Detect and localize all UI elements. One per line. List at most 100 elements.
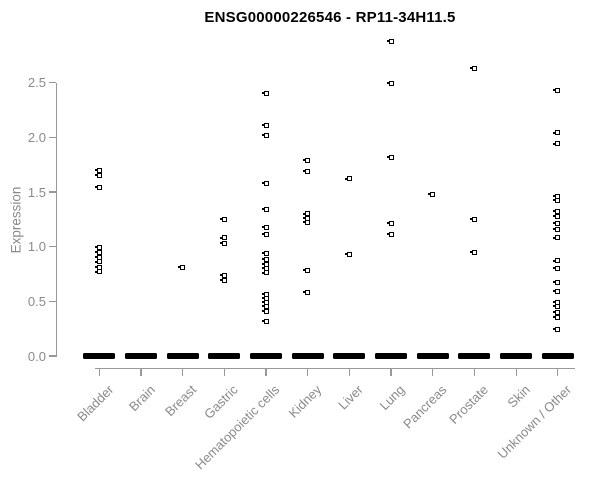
x-axis-tick bbox=[182, 368, 184, 376]
data-point bbox=[303, 168, 311, 174]
zero-value-cluster bbox=[541, 353, 574, 359]
zero-value-cluster bbox=[333, 353, 366, 359]
data-point bbox=[303, 290, 311, 296]
data-point bbox=[261, 308, 269, 314]
data-point bbox=[553, 213, 561, 219]
data-point bbox=[219, 272, 227, 278]
x-axis-tick bbox=[307, 368, 309, 376]
data-point bbox=[553, 87, 561, 93]
x-axis-tick bbox=[348, 368, 351, 376]
data-point bbox=[303, 268, 311, 274]
y-axis-tick bbox=[49, 136, 56, 139]
category-label: Gastric bbox=[201, 382, 241, 422]
category-label: Skin bbox=[504, 382, 533, 411]
data-point bbox=[303, 157, 311, 163]
data-point bbox=[469, 249, 477, 255]
x-axis-line bbox=[95, 368, 575, 370]
data-point bbox=[261, 250, 269, 256]
data-point bbox=[261, 122, 269, 128]
data-point bbox=[94, 173, 102, 179]
data-point bbox=[261, 91, 269, 97]
data-point bbox=[386, 154, 394, 160]
category-label: Lung bbox=[376, 382, 408, 414]
category-label: Kidney bbox=[285, 382, 325, 421]
data-point bbox=[94, 269, 102, 275]
data-point bbox=[261, 207, 269, 212]
data-point bbox=[386, 232, 394, 238]
category-label: Bladder bbox=[73, 382, 116, 425]
data-point bbox=[261, 224, 269, 230]
zero-value-cluster bbox=[416, 353, 449, 359]
zero-value-cluster bbox=[291, 353, 324, 359]
zero-value-cluster bbox=[208, 353, 241, 359]
data-point bbox=[303, 220, 311, 226]
data-point bbox=[553, 130, 561, 136]
data-point bbox=[94, 249, 102, 255]
y-tick-label: 0.5 bbox=[27, 293, 46, 309]
data-point bbox=[553, 235, 561, 241]
y-tick-label: 1.5 bbox=[27, 184, 46, 200]
category-label: Pancreas bbox=[399, 382, 450, 432]
x-axis-tick bbox=[140, 368, 142, 376]
data-point bbox=[553, 315, 561, 321]
data-point bbox=[428, 191, 436, 197]
y-axis-tick bbox=[49, 82, 56, 84]
x-axis-tick bbox=[432, 368, 434, 376]
y-axis-tick bbox=[49, 355, 56, 357]
x-axis-tick bbox=[515, 368, 517, 376]
data-point bbox=[261, 232, 269, 238]
zero-value-cluster bbox=[500, 353, 533, 359]
data-point bbox=[386, 221, 394, 227]
zero-value-cluster bbox=[124, 353, 157, 359]
category-label: Prostate bbox=[446, 382, 492, 427]
zero-value-cluster bbox=[458, 353, 491, 359]
data-point bbox=[553, 258, 561, 264]
zero-value-cluster bbox=[250, 353, 283, 359]
x-axis-tick bbox=[98, 368, 100, 376]
y-axis-line bbox=[56, 82, 58, 357]
chart-title: ENSG00000226546 - RP11-34H11.5 bbox=[204, 9, 456, 26]
y-axis-tick bbox=[49, 191, 56, 193]
data-point bbox=[261, 132, 269, 138]
x-axis-tick bbox=[557, 368, 559, 376]
data-point bbox=[553, 304, 561, 310]
data-point bbox=[94, 259, 102, 265]
data-point bbox=[386, 38, 394, 44]
category-label: Unknown / Other bbox=[494, 382, 575, 462]
category-label: Breast bbox=[162, 382, 200, 420]
zero-value-cluster bbox=[375, 353, 408, 359]
data-point bbox=[261, 318, 269, 324]
category-label: Brain bbox=[125, 382, 158, 415]
y-tick-label: 2.5 bbox=[27, 75, 46, 91]
data-point bbox=[94, 167, 102, 173]
y-tick-label: 1.0 bbox=[27, 239, 46, 255]
y-tick-label: 0.0 bbox=[27, 348, 46, 364]
data-point bbox=[553, 221, 561, 227]
data-point bbox=[553, 289, 561, 294]
x-axis-tick bbox=[473, 368, 476, 376]
y-tick-label: 2.0 bbox=[27, 129, 46, 145]
data-point bbox=[219, 216, 227, 222]
data-point bbox=[553, 141, 561, 147]
data-point bbox=[553, 280, 561, 286]
data-point bbox=[94, 185, 102, 191]
data-point bbox=[219, 235, 227, 241]
data-point bbox=[178, 264, 186, 270]
zero-value-cluster bbox=[83, 353, 116, 359]
data-point bbox=[344, 251, 352, 257]
x-axis-tick bbox=[223, 368, 226, 376]
x-axis-tick bbox=[390, 368, 392, 376]
data-point bbox=[219, 278, 227, 284]
data-point bbox=[553, 327, 561, 333]
data-point bbox=[469, 65, 477, 71]
data-point bbox=[469, 216, 477, 222]
data-point bbox=[553, 309, 561, 315]
data-point bbox=[261, 270, 269, 276]
category-label: Liver bbox=[335, 382, 366, 413]
y-axis-tick bbox=[49, 246, 56, 248]
data-point bbox=[553, 198, 561, 204]
data-point bbox=[553, 226, 561, 232]
y-axis-tick bbox=[49, 300, 56, 303]
data-point bbox=[219, 240, 227, 246]
